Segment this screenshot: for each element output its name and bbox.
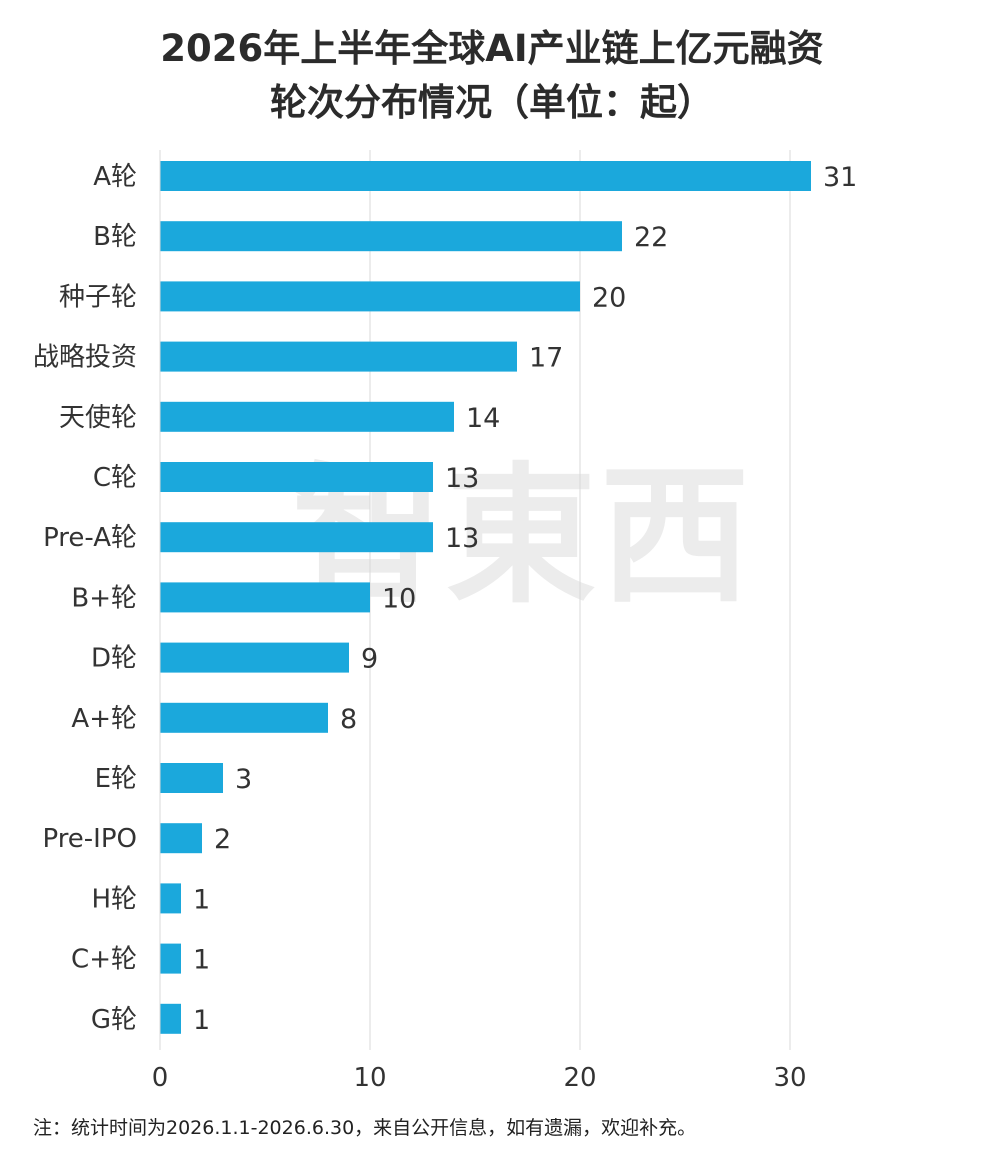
category-label: C轮 xyxy=(93,463,137,493)
data-label: 9 xyxy=(361,644,378,675)
category-label: A轮 xyxy=(93,162,137,192)
data-label: 1 xyxy=(193,884,210,915)
bar xyxy=(160,281,580,312)
data-label: 2 xyxy=(214,824,231,855)
bar xyxy=(160,462,433,492)
x-tick-label: 20 xyxy=(563,1063,596,1093)
data-label: 3 xyxy=(235,764,252,795)
data-label: 22 xyxy=(634,222,668,253)
category-label: 战略投资 xyxy=(33,343,137,373)
data-label: 20 xyxy=(592,282,626,313)
data-label: 8 xyxy=(340,704,357,735)
bar xyxy=(160,582,370,613)
category-label: B+轮 xyxy=(71,583,137,613)
category-label: H轮 xyxy=(91,884,137,914)
bar xyxy=(160,763,223,793)
bar xyxy=(160,401,454,432)
bar xyxy=(160,943,181,974)
category-label: Pre-IPO xyxy=(42,824,137,854)
bar xyxy=(160,1003,181,1034)
data-label: 14 xyxy=(466,403,500,434)
category-label: Pre-A轮 xyxy=(43,523,137,553)
chart-title-line2: 轮次分布情况（单位：起） xyxy=(270,81,714,124)
bar xyxy=(160,642,349,673)
bar xyxy=(160,341,517,372)
category-label: B轮 xyxy=(93,222,137,252)
data-label: 1 xyxy=(193,1005,210,1036)
bar xyxy=(160,221,622,252)
category-label: D轮 xyxy=(91,644,137,674)
x-tick-label: 10 xyxy=(353,1063,386,1093)
data-label: 13 xyxy=(445,463,479,494)
category-label: C+轮 xyxy=(71,945,137,975)
data-label: 1 xyxy=(193,945,210,976)
category-label: 天使轮 xyxy=(59,403,137,433)
x-tick-label: 0 xyxy=(152,1063,169,1093)
x-tick-label: 30 xyxy=(773,1063,806,1093)
footnote: 注：统计时间为2026.1.1-2026.6.30，来自公开信息，如有遗漏，欢迎… xyxy=(33,1117,697,1139)
category-label: E轮 xyxy=(95,764,137,794)
bar xyxy=(160,702,328,733)
data-label: 17 xyxy=(529,343,563,374)
bar xyxy=(160,522,433,553)
bar xyxy=(160,883,181,914)
category-label: 种子轮 xyxy=(59,282,137,312)
category-label: A+轮 xyxy=(71,704,137,734)
bar xyxy=(160,823,202,854)
data-label: 31 xyxy=(823,162,857,193)
category-label: G轮 xyxy=(91,1005,137,1035)
chart-title: 2026年上半年全球AI产业链上亿元融资 轮次分布情况（单位：起） xyxy=(0,22,984,130)
data-label: 13 xyxy=(445,523,479,554)
bar xyxy=(160,161,811,191)
chart-title-line1: 2026年上半年全球AI产业链上亿元融资 xyxy=(160,27,824,70)
data-label: 10 xyxy=(382,583,416,614)
